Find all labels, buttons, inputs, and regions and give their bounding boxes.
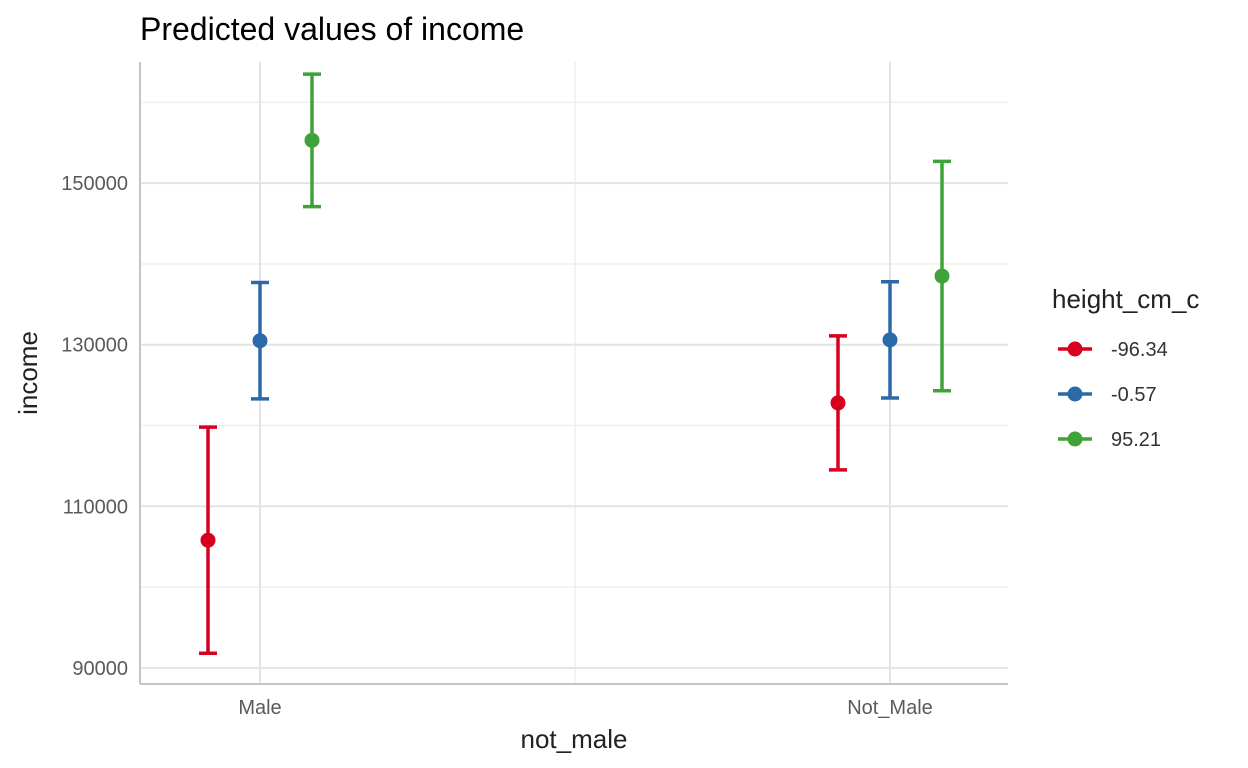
tick-labels: 90000 110000 130000 150000 Male Not_Male: [61, 173, 933, 719]
legend-item: -96.34: [1058, 339, 1168, 361]
data-point: [200, 532, 216, 548]
data-point: [252, 333, 268, 349]
error-bar: [251, 280, 269, 401]
x-axis-title: not_male: [521, 724, 628, 754]
data-point: [882, 332, 898, 348]
y-axis-title: income: [13, 331, 43, 415]
y-tick-label: 150000: [61, 173, 128, 195]
legend-key-point: [1067, 386, 1083, 402]
error-bar: [829, 334, 847, 472]
data-point: [830, 395, 846, 411]
error-bar: [881, 279, 899, 400]
legend-key-point: [1067, 431, 1083, 447]
legend-item: -0.57: [1058, 384, 1157, 406]
error-bar: [199, 425, 217, 656]
legend-item: 95.21: [1058, 429, 1161, 451]
data-point: [304, 132, 320, 148]
data-point: [934, 268, 950, 284]
x-tick-label: Male: [238, 697, 281, 719]
legend: height_cm_c -96.34 -0.57 95.21: [1052, 284, 1199, 451]
error-bar: [933, 159, 951, 393]
x-tick-label: Not_Male: [847, 697, 933, 719]
legend-label: -96.34: [1111, 339, 1168, 361]
error-bar: [303, 72, 321, 209]
axes: [139, 62, 1008, 685]
y-tick-label: 130000: [61, 335, 128, 357]
grid: [140, 62, 1008, 684]
legend-label: -0.57: [1111, 384, 1157, 406]
legend-label: 95.21: [1111, 429, 1161, 451]
data-marks: [199, 72, 951, 656]
y-tick-label: 110000: [63, 496, 128, 518]
y-tick-label: 90000: [72, 658, 128, 680]
legend-title: height_cm_c: [1052, 284, 1199, 314]
chart-title: Predicted values of income: [140, 11, 524, 47]
legend-key-point: [1067, 341, 1083, 357]
